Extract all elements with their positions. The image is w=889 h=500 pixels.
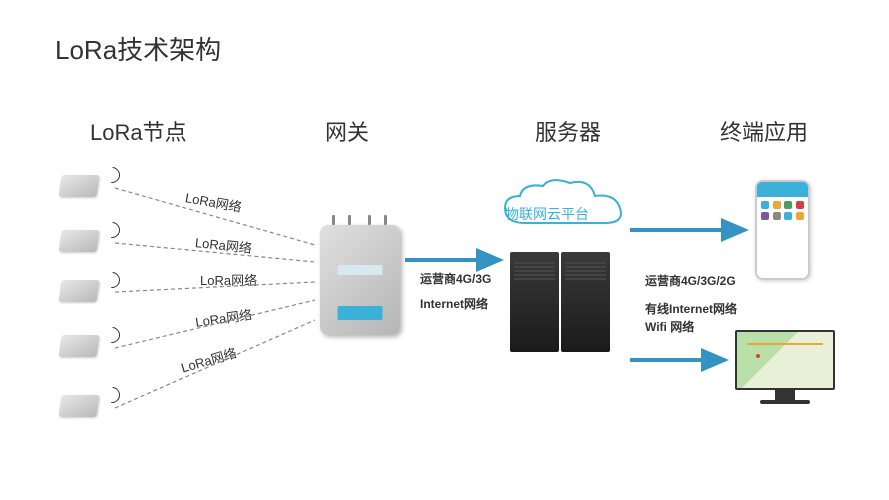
lora-sensor-5 — [60, 395, 110, 423]
conn2-line1: 运营商4G/3G/2G — [645, 272, 736, 289]
lora-sensor-3 — [60, 280, 110, 308]
conn1-line2: Internet网络 — [420, 295, 488, 312]
conn1-line1: 运营商4G/3G — [420, 270, 491, 287]
col-header-server: 服务器 — [535, 115, 601, 147]
conn2-line2: 有线Internet网络 — [645, 300, 737, 317]
gateway-device — [320, 225, 400, 335]
diagram-title: LoRa技术架构 — [55, 30, 221, 67]
col-header-nodes: LoRa节点 — [90, 115, 187, 147]
phone-terminal — [755, 180, 810, 280]
cloud-label: 物联网云平台 — [505, 204, 589, 224]
lora-sensor-2 — [60, 230, 110, 258]
col-header-gateway: 网关 — [325, 115, 369, 147]
link-label-5: LoRa网络 — [178, 342, 238, 376]
lora-sensor-1 — [60, 175, 110, 203]
server-rack — [510, 252, 610, 352]
conn2-line3: Wifi 网络 — [645, 318, 694, 335]
monitor-terminal — [735, 330, 835, 410]
link-label-1: LoRa网络 — [184, 187, 244, 216]
lora-sensor-4 — [60, 335, 110, 363]
link-label-3: LoRa网络 — [200, 270, 257, 289]
col-header-terminal: 终端应用 — [720, 115, 808, 147]
link-label-4: LoRa网络 — [194, 304, 253, 331]
link-label-2: LoRa网络 — [194, 232, 253, 257]
